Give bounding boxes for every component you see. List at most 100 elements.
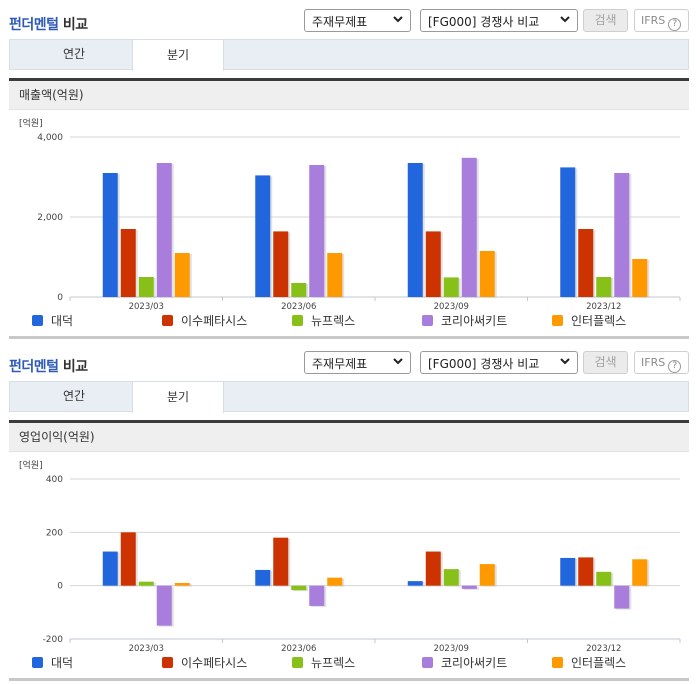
bar[interactable] xyxy=(327,577,343,586)
legend-item[interactable]: 대덕 xyxy=(32,654,73,671)
bar[interactable] xyxy=(614,585,630,609)
bar[interactable] xyxy=(632,559,648,586)
divider xyxy=(9,336,689,339)
revenue-chart: [억원] 0 2,000 4,000 2023/03 2023/06 2023/09 2023… xyxy=(0,110,696,332)
search-button[interactable]: 검색 xyxy=(583,351,628,374)
divider xyxy=(9,678,689,681)
bar[interactable] xyxy=(461,585,477,589)
bar[interactable] xyxy=(327,253,343,297)
bar[interactable] xyxy=(309,585,325,606)
title-rest: 비교 xyxy=(58,359,88,375)
legend-label: 이수페타시스 xyxy=(181,314,248,328)
x-tick-label: 2023/03 xyxy=(129,302,164,310)
legend-label: 뉴프렉스 xyxy=(311,314,356,328)
section-title: 펀더멘털 비교 xyxy=(9,14,88,34)
bar[interactable] xyxy=(596,277,612,297)
chart-legend: 대덕 이수페타시스 뉴프렉스 코리아써키트 인터플렉스 xyxy=(0,654,696,672)
legend-label: 이수페타시스 xyxy=(181,656,248,670)
bar[interactable] xyxy=(291,283,307,297)
bar[interactable] xyxy=(614,173,630,297)
x-tick-label: 2023/03 xyxy=(129,644,164,652)
legend-label: 대덕 xyxy=(51,314,74,328)
statement-select-value: 주재무제표 xyxy=(312,357,368,371)
chart-legend: 대덕 이수페타시스 뉴프렉스 코리아써키트 인터플렉스 xyxy=(0,312,696,330)
bar[interactable] xyxy=(596,571,612,586)
legend-item[interactable]: 코리아써키트 xyxy=(422,312,507,329)
legend-item[interactable]: 인터플렉스 xyxy=(552,312,626,329)
bar[interactable] xyxy=(461,157,477,297)
bar[interactable] xyxy=(156,585,172,626)
help-icon[interactable]: ? xyxy=(668,360,682,373)
legend-item[interactable]: 뉴프렉스 xyxy=(292,312,355,329)
bar[interactable] xyxy=(425,231,441,297)
legend-item[interactable]: 코리아써키트 xyxy=(422,654,507,671)
tab-annual[interactable]: 연간 xyxy=(62,389,86,403)
bar[interactable] xyxy=(120,229,136,297)
y-tick-label: -200 xyxy=(43,635,64,645)
ifrs-button[interactable]: IFRS? xyxy=(634,351,689,374)
bar[interactable] xyxy=(138,277,154,297)
bar[interactable] xyxy=(443,569,459,586)
help-icon[interactable]: ? xyxy=(668,18,682,31)
bar[interactable] xyxy=(291,585,307,591)
bar[interactable] xyxy=(273,231,289,297)
y-unit-label: [억원] xyxy=(19,117,43,129)
legend-label: 대덕 xyxy=(51,656,74,670)
bar[interactable] xyxy=(120,532,136,586)
bar[interactable] xyxy=(407,163,423,297)
bar[interactable] xyxy=(156,163,172,297)
bar-chart: [억원] 0 2,000 4,000 2023/03 2023/06 2023/09 2023… xyxy=(19,117,681,312)
bar[interactable] xyxy=(102,551,118,586)
legend-item[interactable]: 대덕 xyxy=(32,312,73,329)
legend-item[interactable]: 이수페타시스 xyxy=(162,312,247,329)
legend-swatch-icon xyxy=(32,657,43,668)
x-tick-label: 2023/09 xyxy=(434,302,469,310)
bar[interactable] xyxy=(174,253,190,297)
legend-swatch-icon xyxy=(552,657,563,668)
bar[interactable] xyxy=(309,165,325,297)
bar[interactable] xyxy=(174,583,190,586)
fundamental-compare-section-revenue: 펀더멘털 비교 주재무제표 [FG000] 경쟁사 비교 검색 IFRS? 연간… xyxy=(0,9,696,339)
search-button[interactable]: 검색 xyxy=(583,9,628,32)
bar[interactable] xyxy=(255,569,271,586)
group-select[interactable]: [FG000] 경쟁사 비교 xyxy=(420,9,578,32)
legend-item[interactable]: 이수페타시스 xyxy=(162,654,247,671)
bar[interactable] xyxy=(102,173,118,297)
legend-item[interactable]: 뉴프렉스 xyxy=(292,654,355,671)
bar[interactable] xyxy=(443,277,459,297)
chevron-down-icon xyxy=(393,358,403,365)
tab-quarterly[interactable]: 분기 xyxy=(132,381,224,413)
bar[interactable] xyxy=(632,259,648,297)
y-tick-label: 0 xyxy=(57,582,63,592)
bar[interactable] xyxy=(578,557,594,586)
bar[interactable] xyxy=(138,581,154,586)
tab-annual[interactable]: 연간 xyxy=(62,47,86,61)
period-tabs: 연간 분기 xyxy=(9,381,689,413)
group-select[interactable]: [FG000] 경쟁사 비교 xyxy=(420,351,578,374)
legend-label: 코리아써키트 xyxy=(441,656,508,670)
legend-label: 코리아써키트 xyxy=(441,314,508,328)
bar[interactable] xyxy=(560,167,576,297)
bar-chart: [억원] -200 0 200 400 2023/03 2023/06 2023/09 2023… xyxy=(19,459,681,654)
bar[interactable] xyxy=(425,551,441,586)
title-accent: 펀더멘털 xyxy=(9,17,59,33)
bar[interactable] xyxy=(479,251,495,297)
bar[interactable] xyxy=(273,537,289,586)
y-tick-label: 4,000 xyxy=(37,133,63,143)
x-tick-label: 2023/09 xyxy=(434,644,469,652)
legend-swatch-icon xyxy=(32,315,43,326)
statement-select-value: 주재무제표 xyxy=(312,15,368,29)
bar[interactable] xyxy=(255,175,271,297)
tab-quarterly[interactable]: 분기 xyxy=(132,39,224,71)
statement-select[interactable]: 주재무제표 xyxy=(304,9,411,32)
legend-swatch-icon xyxy=(422,315,433,326)
chevron-down-icon xyxy=(560,16,570,23)
bar[interactable] xyxy=(560,557,576,586)
bar[interactable] xyxy=(578,229,594,297)
divider xyxy=(9,78,689,81)
bar[interactable] xyxy=(479,564,495,586)
statement-select[interactable]: 주재무제표 xyxy=(304,351,411,374)
ifrs-button[interactable]: IFRS? xyxy=(634,9,689,32)
legend-item[interactable]: 인터플렉스 xyxy=(552,654,626,671)
bar[interactable] xyxy=(407,581,423,586)
